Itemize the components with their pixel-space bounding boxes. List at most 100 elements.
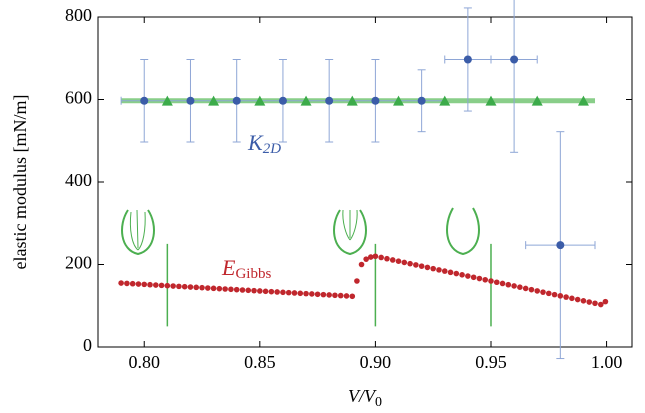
point	[407, 260, 413, 267]
point	[499, 280, 506, 287]
point	[522, 285, 529, 292]
point	[314, 291, 321, 298]
point	[280, 289, 286, 296]
point	[384, 255, 390, 262]
droplet-icon	[446, 207, 480, 256]
point	[602, 298, 609, 305]
point	[118, 280, 124, 286]
point	[346, 95, 358, 106]
point	[349, 293, 356, 300]
point	[254, 95, 266, 106]
point	[597, 301, 604, 308]
point	[418, 263, 425, 269]
droplet-folds	[129, 209, 146, 251]
point	[181, 283, 188, 290]
x-axis-label-sub: 0	[375, 395, 382, 410]
x-tick-label: 0.90	[360, 352, 392, 372]
point	[363, 256, 369, 262]
point	[187, 284, 194, 290]
point	[493, 279, 500, 286]
point	[205, 285, 211, 291]
droplet-icon	[121, 209, 155, 256]
point	[278, 96, 287, 105]
point	[140, 96, 149, 105]
point	[395, 258, 402, 265]
point	[488, 278, 494, 284]
point	[441, 268, 448, 274]
point	[161, 95, 173, 106]
point	[325, 96, 334, 105]
point	[343, 293, 350, 299]
point	[216, 285, 223, 292]
point	[534, 288, 541, 294]
point	[470, 274, 477, 281]
point	[208, 95, 220, 106]
point	[531, 95, 543, 106]
point	[152, 282, 159, 288]
point	[413, 262, 419, 268]
x-axis-label-main: V/V	[348, 386, 377, 406]
point	[401, 259, 408, 266]
point	[300, 95, 312, 106]
point	[586, 299, 593, 305]
droplet-icon	[333, 209, 367, 256]
point	[580, 298, 587, 304]
point	[389, 257, 396, 263]
y-tick-label: 600	[65, 88, 92, 108]
point	[193, 284, 200, 291]
point	[245, 287, 252, 294]
point	[556, 241, 565, 250]
point	[332, 292, 338, 299]
point	[485, 95, 497, 106]
point	[465, 273, 471, 279]
point	[337, 292, 344, 299]
point	[274, 289, 280, 295]
annotation: EGibbs	[221, 255, 271, 282]
point	[147, 281, 153, 288]
point	[557, 293, 564, 299]
x-tick-label: 1.00	[591, 352, 623, 372]
point	[303, 290, 309, 297]
x-axis-label: V/V0	[348, 386, 382, 410]
point	[424, 264, 431, 271]
point	[199, 284, 205, 291]
point	[297, 290, 304, 297]
point	[164, 282, 171, 289]
point	[232, 96, 241, 105]
point	[371, 96, 380, 105]
annotation: K2D	[247, 130, 281, 157]
point	[436, 267, 442, 273]
point	[262, 288, 269, 295]
point	[540, 289, 546, 295]
point	[551, 291, 558, 298]
point	[367, 254, 374, 260]
point	[354, 278, 360, 284]
point	[528, 286, 535, 293]
droplet-folds	[342, 209, 358, 241]
point	[459, 272, 465, 278]
point	[563, 294, 569, 300]
point	[545, 290, 552, 297]
point	[372, 253, 379, 260]
point	[417, 96, 426, 105]
point	[239, 287, 246, 293]
y-tick-label: 0	[83, 335, 92, 355]
plot-frame	[97, 16, 633, 348]
point	[135, 281, 142, 287]
point	[378, 254, 384, 261]
point	[463, 55, 472, 64]
x-tick-label: 0.95	[475, 352, 507, 372]
annotation-main: K	[247, 130, 264, 155]
point	[320, 291, 327, 298]
y-tick-label: 800	[65, 5, 92, 25]
point	[176, 283, 182, 290]
point	[251, 287, 257, 294]
point	[358, 261, 365, 268]
point	[285, 289, 292, 296]
y-tick-label: 200	[65, 253, 92, 273]
point	[511, 283, 517, 289]
point	[569, 295, 575, 302]
point	[517, 284, 523, 290]
annotation-sub: 2D	[263, 141, 282, 157]
point	[430, 265, 436, 272]
